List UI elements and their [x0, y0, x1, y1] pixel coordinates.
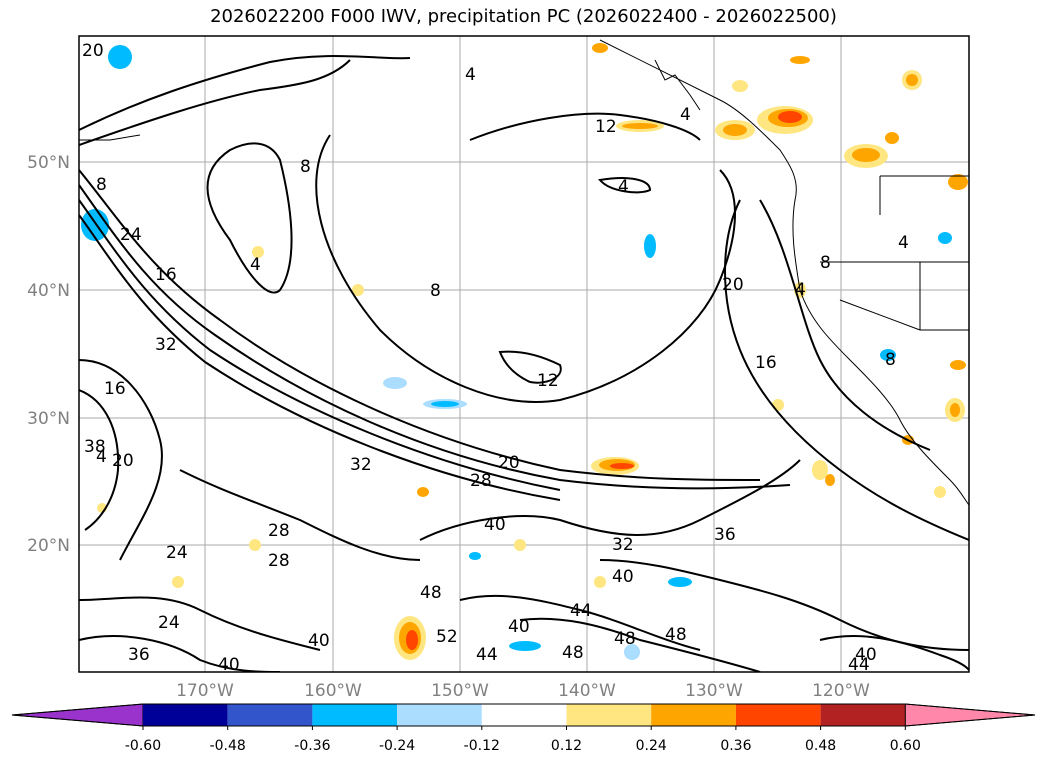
contour-label: 24	[158, 613, 180, 633]
contour-label: 4	[96, 447, 107, 467]
colorbar-tick-label: 0.12	[551, 738, 582, 754]
colorbar-tick-label: -0.24	[379, 738, 415, 754]
contour-label: 38	[84, 437, 106, 457]
contour-label: 32	[350, 455, 372, 475]
contour-label: 44	[570, 601, 592, 621]
colorbar: -0.60 -0.48 -0.36 -0.24 -0.12 0.12 0.24 0.36 0.4…	[11, 703, 1036, 754]
coastlines	[79, 39, 969, 506]
colorbar-tick-label: -0.60	[125, 738, 161, 754]
contour-label: 20	[498, 453, 520, 473]
contour-labels: 20 4 4 12 4 8 4 4 8 24 16 4 8 20 8 32 16…	[82, 41, 909, 675]
contour-label: 20	[112, 451, 134, 471]
contour-label: 4	[618, 177, 629, 197]
colorbar-bin	[312, 704, 398, 726]
contour-label: 20	[722, 275, 744, 295]
colorbar-tick-label: 0.48	[805, 738, 836, 754]
contour-label: 52	[436, 627, 458, 647]
contour-label: 32	[155, 335, 177, 355]
lat-label-40n: 40°N	[27, 281, 70, 301]
contour-label: 4	[465, 65, 476, 85]
contour-label: 48	[420, 583, 442, 603]
contour-label: 48	[614, 629, 636, 649]
contour-label: 40	[612, 567, 634, 587]
contour-label: 40	[508, 617, 530, 637]
colorbar-tick-label: -0.12	[464, 738, 500, 754]
contour-label: 28	[268, 521, 290, 541]
contour-label: 12	[595, 117, 617, 137]
contour-label: 16	[755, 353, 777, 373]
contour-label: 8	[96, 175, 107, 195]
map-border	[78, 35, 970, 673]
lon-label-160w: 160°W	[304, 681, 362, 701]
longitude-labels: 170°W 160°W 150°W 140°W 130°W 120°W	[176, 681, 870, 701]
lon-label-140w: 140°W	[558, 681, 616, 701]
colorbar-bin	[143, 704, 228, 726]
contour-label: 8	[430, 281, 441, 301]
contour-label: 48	[665, 625, 687, 645]
colorbar-tick-label: 0.60	[890, 738, 921, 754]
contour-label: 8	[820, 253, 831, 273]
colorbar-bin	[820, 704, 906, 726]
lat-label-50n: 50°N	[27, 153, 70, 173]
contour-label: 16	[104, 379, 126, 399]
lon-label-150w: 150°W	[431, 681, 489, 701]
contour-label: 32	[612, 535, 634, 555]
contour-label: 20	[82, 41, 104, 61]
lat-label-20n: 20°N	[27, 536, 70, 556]
contour-label: 4	[795, 280, 806, 300]
colorbar-bin	[735, 704, 821, 726]
map-title: 2026022200 F000 IWV, precipitation PC (2…	[210, 6, 837, 27]
latitude-labels: 50°N 40°N 30°N 20°N	[27, 153, 70, 556]
colorbar-tick-label: 0.24	[636, 738, 667, 754]
contour-label: 44	[476, 645, 498, 665]
colorbar-bin	[651, 704, 736, 726]
colorbar-bin	[227, 704, 313, 726]
contour-label: 24	[120, 225, 142, 245]
contour-label: 8	[300, 157, 311, 177]
contour-label: 48	[562, 643, 584, 663]
contour-label: 36	[128, 645, 150, 665]
lon-label-170w: 170°W	[176, 681, 234, 701]
colorbar-tick-label: 0.36	[720, 738, 751, 754]
lon-label-130w: 130°W	[685, 681, 743, 701]
contour-label: 4	[898, 233, 909, 253]
colorbar-tick-label: -0.36	[294, 738, 330, 754]
contour-label: 28	[470, 471, 492, 491]
map-content: 20 4 4 12 4 8 4 4 8 24 16 4 8 20 8 32 16…	[79, 36, 969, 675]
contour-label: 40	[218, 655, 240, 675]
colorbar-bin	[481, 704, 567, 726]
colorbar-bin	[566, 704, 652, 726]
contour-label: 4	[680, 105, 691, 125]
contour-label: 44	[848, 655, 870, 675]
colorbar-bin	[397, 704, 482, 726]
precip-shading	[81, 43, 968, 660]
contour-label: 24	[166, 543, 188, 563]
lon-label-120w: 120°W	[812, 681, 870, 701]
contour-label: 8	[885, 350, 896, 370]
contour-label: 12	[537, 371, 559, 391]
contour-label: 40	[855, 645, 877, 665]
colorbar-tick-label: -0.48	[210, 738, 246, 754]
colorbar-under-extend	[11, 703, 144, 727]
contour-label: 36	[714, 525, 736, 545]
contour-label: 40	[308, 631, 330, 651]
contour-label: 16	[155, 265, 177, 285]
contour-label: 28	[268, 551, 290, 571]
contour-label: 40	[484, 515, 506, 535]
iwv-contours	[79, 54, 969, 672]
map-area	[79, 36, 969, 672]
contour-label: 4	[250, 255, 261, 275]
lat-label-30n: 30°N	[27, 409, 70, 429]
colorbar-over-extend	[904, 703, 1036, 727]
